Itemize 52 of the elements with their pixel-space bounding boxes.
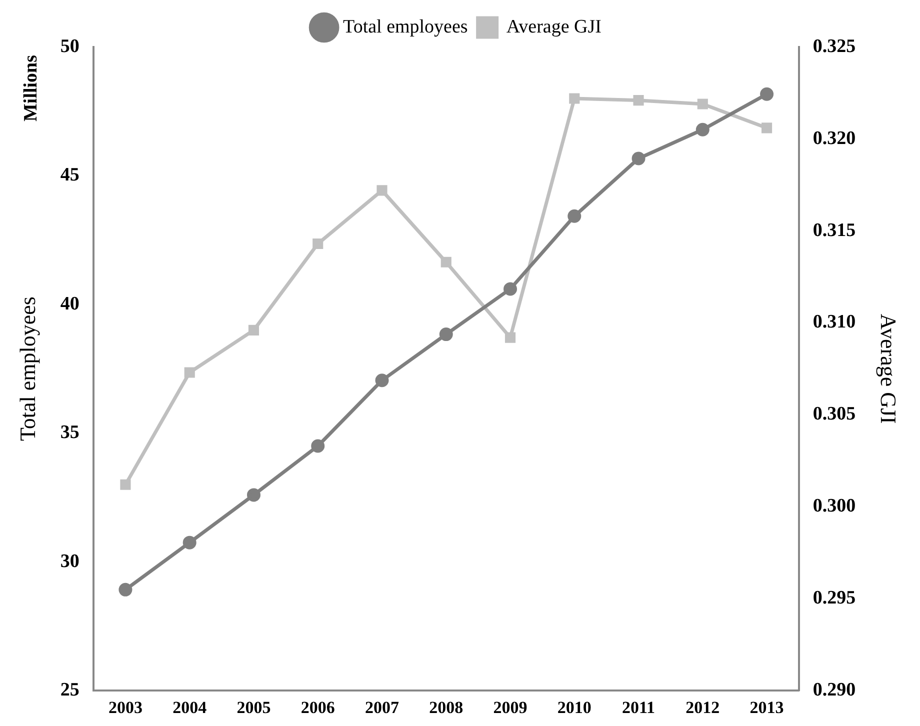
y2-axis-title: Average GJI	[876, 314, 902, 424]
point	[633, 95, 644, 106]
y2-tick-label: 0.310	[812, 312, 856, 333]
text: Millions	[20, 55, 42, 122]
x-tick-label: 2005	[236, 698, 271, 718]
point	[569, 93, 580, 104]
point	[248, 324, 260, 336]
point	[246, 488, 260, 502]
point	[568, 209, 582, 223]
point	[375, 374, 389, 388]
point	[312, 238, 324, 250]
y2-tick-label: 0.315	[812, 220, 856, 241]
y-tick-label: 45	[60, 164, 80, 186]
y-tick-label: 30	[60, 550, 80, 572]
x-tick-label: 2007	[364, 698, 400, 718]
point	[762, 122, 772, 134]
point	[760, 87, 774, 101]
x-tick-label: 2006	[300, 698, 335, 718]
x-tick-label: 2013	[750, 698, 784, 718]
x-tick-label: 2003	[108, 698, 142, 718]
y2-tick-label: 0.290	[812, 680, 856, 701]
y-tick-label: 50	[60, 36, 80, 57]
x-tick-label: 2011	[622, 698, 656, 718]
y2-tick-label: 0.305	[812, 404, 856, 425]
y-tick-label: 40	[60, 293, 80, 314]
point	[440, 256, 452, 268]
point	[697, 98, 708, 110]
point	[632, 152, 646, 166]
y-axis-title: Total employees	[14, 296, 40, 442]
y2-tick-label: 0.320	[812, 128, 856, 149]
x-tick-label: 2010	[557, 698, 592, 718]
point	[376, 185, 388, 196]
y-tick-label: 35	[60, 422, 80, 444]
point	[311, 439, 325, 453]
point	[504, 332, 516, 343]
x-tick-label: 2008	[429, 698, 464, 718]
x-tick-label: 2004	[172, 698, 208, 718]
x-tick-label: 2012	[686, 698, 720, 718]
point	[120, 479, 131, 490]
legend-label: Total employees	[343, 16, 468, 38]
point	[118, 582, 132, 596]
point	[696, 122, 710, 136]
y2-tick-label: 0.300	[812, 496, 856, 517]
y-tick-label: 25	[60, 680, 80, 701]
point	[184, 367, 195, 378]
point	[504, 282, 518, 296]
point	[439, 328, 453, 342]
y2-tick-label: 0.295	[812, 588, 856, 609]
point	[182, 536, 196, 550]
x-tick-label: 2009	[493, 698, 528, 718]
legend-label: Average GJI	[506, 16, 602, 38]
y2-tick-label: 0.325	[812, 36, 856, 57]
